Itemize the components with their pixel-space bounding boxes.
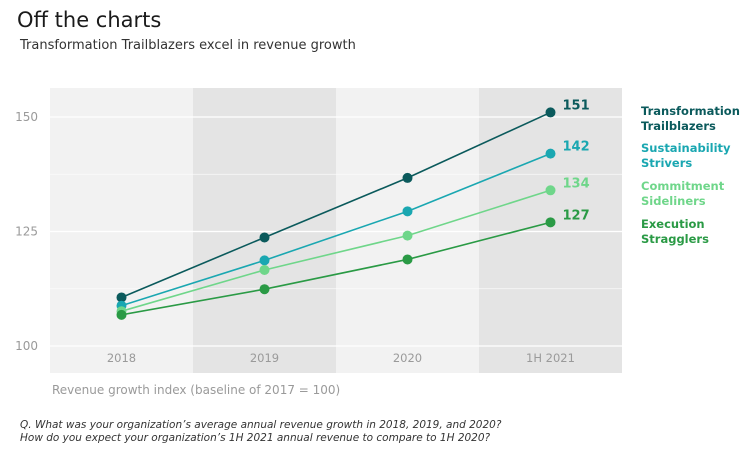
series-line-0 <box>121 111 551 299</box>
question-line-1: Q. What was your organization’s average … <box>20 419 502 431</box>
legend-label-line: Commitment <box>641 179 725 193</box>
legend-label-line: Transformation <box>641 104 740 118</box>
legend-label-line: Stragglers <box>641 232 709 246</box>
survey-question: Q. What was your organization’s average … <box>20 419 501 445</box>
plot-band-2 <box>336 88 479 373</box>
legend-label-line: Strivers <box>641 156 693 170</box>
plot-band-3 <box>479 88 622 373</box>
legend-item: Commitment Sideliners <box>641 179 724 209</box>
data-point <box>259 284 270 295</box>
legend-label-line: Execution <box>641 217 705 231</box>
chart-title: Off the charts <box>17 8 162 32</box>
x-tick-label: 2020 <box>393 351 422 365</box>
data-point <box>545 185 556 196</box>
legend-item: Execution Stragglers <box>641 217 709 247</box>
data-label: 127 <box>563 208 590 223</box>
y-tick-label: 125 <box>15 225 38 239</box>
legend-label-line: Sustainability <box>641 141 731 155</box>
data-point <box>402 172 413 183</box>
data-point <box>259 255 270 266</box>
data-point <box>545 217 556 228</box>
question-line-2: How do you expect your organization’s 1H… <box>20 432 491 444</box>
data-point <box>116 309 127 320</box>
plot-band-0 <box>50 88 193 373</box>
data-point <box>116 292 127 303</box>
data-point <box>545 107 556 118</box>
legend-item: Transformation Trailblazers <box>641 104 740 134</box>
chart-subtitle: Transformation Trailblazers excel in rev… <box>20 38 356 53</box>
y-tick-label: 150 <box>15 110 38 124</box>
legend-item: Sustainability Strivers <box>641 141 731 171</box>
x-tick-label: 2018 <box>107 351 136 365</box>
x-axis-caption: Revenue growth index (baseline of 2017 =… <box>52 383 341 397</box>
plot-band-1 <box>193 88 336 373</box>
series-line-2 <box>121 189 551 312</box>
x-tick-label: 1H 2021 <box>526 351 575 365</box>
data-label: 151 <box>563 98 590 113</box>
series-line-1 <box>121 152 551 307</box>
data-point <box>402 206 413 217</box>
data-point <box>259 232 270 243</box>
legend-label-line: Sideliners <box>641 194 706 208</box>
y-tick-label: 100 <box>15 339 38 353</box>
data-label: 142 <box>563 140 590 155</box>
data-label: 134 <box>563 176 590 191</box>
data-point <box>545 148 556 159</box>
data-point <box>402 254 413 265</box>
legend-label-line: Trailblazers <box>641 119 716 133</box>
data-point <box>402 230 413 241</box>
x-tick-label: 2019 <box>250 351 279 365</box>
series-line-3 <box>121 221 551 316</box>
data-point <box>259 264 270 275</box>
